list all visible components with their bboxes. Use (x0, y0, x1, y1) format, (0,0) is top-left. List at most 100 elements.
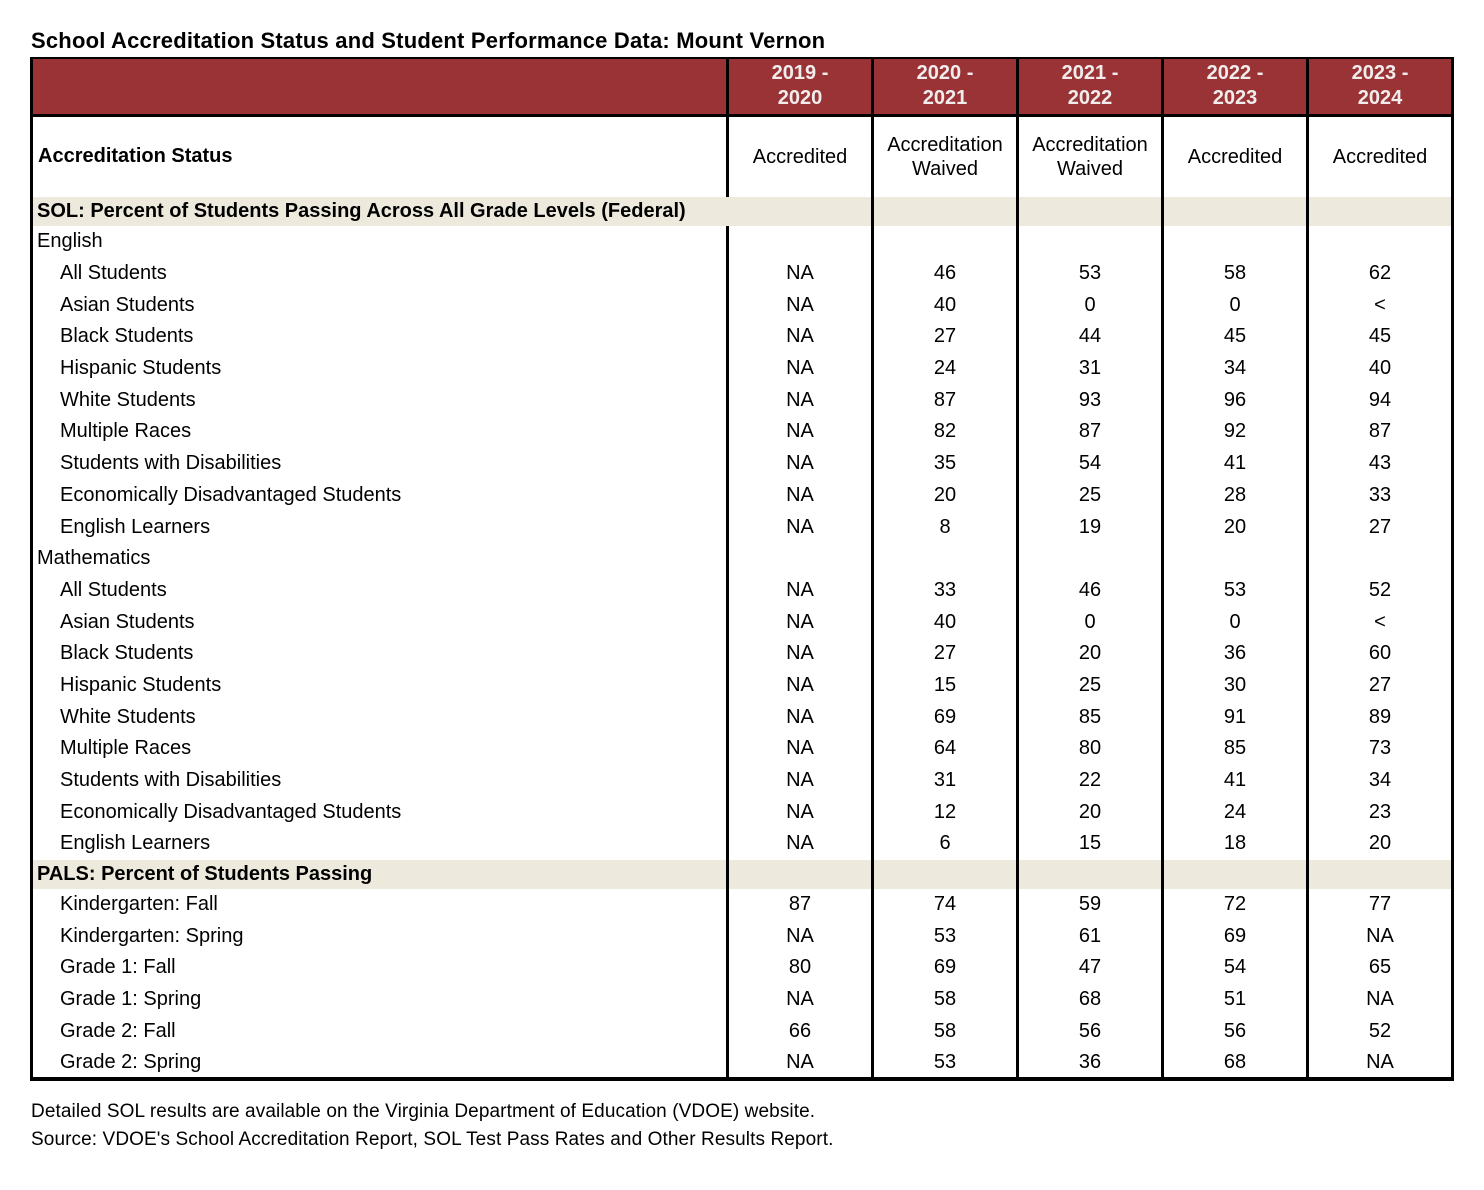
value-cell: 74 (871, 888, 1018, 921)
value-cell: 56 (1016, 1015, 1163, 1048)
value-cell (871, 226, 1018, 258)
value-cell: 19 (1016, 511, 1163, 543)
table-row: Grade 2: Fall 66 58 56 56 52 (32, 1015, 1453, 1048)
value-cell: < (1306, 606, 1453, 638)
value-cell: 69 (871, 701, 1018, 733)
value-cell: NA (726, 289, 873, 322)
value-cell: 15 (871, 669, 1018, 702)
table-row: Economically Disadvantaged Students NA 12 2… (32, 796, 1453, 829)
table-row: English (32, 226, 1453, 258)
value-cell: 31 (1016, 352, 1163, 385)
value-cell (1306, 226, 1453, 258)
value-cell: 53 (1016, 257, 1163, 290)
accreditation-status-value: Accredited (726, 115, 873, 197)
value-cell: NA (726, 479, 873, 512)
row-label: Students with Disabilities (60, 769, 282, 792)
year-header-row: 2019 -2020 2020 -2021 2021 -2022 2022 -2023… (31, 58, 1453, 117)
value-cell: 87 (1306, 416, 1453, 448)
value-cell: 20 (1161, 511, 1308, 543)
value-cell: 35 (871, 447, 1018, 480)
value-cell: 0 (1016, 606, 1163, 638)
value-cell: 34 (1306, 764, 1453, 797)
value-cell: 31 (871, 764, 1018, 797)
value-cell: 82 (871, 416, 1018, 448)
value-cell: 64 (871, 733, 1018, 765)
row-label: Black Students (60, 325, 194, 348)
table-row: Black Students NA 27 44 45 45 (32, 321, 1453, 353)
table-row: White Students NA 69 85 91 89 (32, 701, 1453, 733)
value-cell (1161, 542, 1308, 575)
value-cell: 65 (1306, 952, 1453, 984)
value-cell: NA (726, 416, 873, 448)
value-cell: 36 (1016, 1047, 1163, 1079)
year-column-header: 2019 -2020 (726, 58, 873, 117)
value-cell: 85 (1161, 733, 1308, 765)
value-cell: 68 (1016, 983, 1163, 1016)
value-cell: 93 (1016, 384, 1163, 417)
value-cell: NA (726, 637, 873, 670)
value-cell: 15 (1016, 828, 1163, 860)
value-cell: 52 (1306, 574, 1453, 607)
value-cell: 87 (871, 384, 1018, 417)
value-cell: 0 (1161, 606, 1308, 638)
accreditation-status-value: Accredited (1161, 115, 1308, 197)
value-cell: 94 (1306, 384, 1453, 417)
value-cell: 45 (1161, 321, 1308, 353)
value-cell: NA (1306, 920, 1453, 953)
value-cell: 72 (1161, 888, 1308, 921)
value-cell: 51 (1161, 983, 1308, 1016)
value-cell: 73 (1306, 733, 1453, 765)
value-cell: 0 (1161, 289, 1308, 322)
row-label: Economically Disadvantaged Students (60, 483, 402, 506)
value-cell (1016, 542, 1163, 575)
row-label: Grade 2: Fall (60, 1019, 176, 1042)
year-header-spacer (31, 58, 728, 117)
row-label: Multiple Races (60, 420, 192, 443)
subject-group-label: English (37, 230, 103, 253)
table-row: Economically Disadvantaged Students NA 20 2… (32, 479, 1453, 512)
value-cell: NA (726, 796, 873, 829)
value-cell: 41 (1161, 447, 1308, 480)
page-title: School Accreditation Status and Student … (31, 28, 826, 53)
row-label: Economically Disadvantaged Students (60, 800, 402, 823)
footnote-sol-results: Detailed SOL results are available on th… (31, 1100, 816, 1122)
table-row: Grade 1: Fall 80 69 47 54 65 (32, 952, 1453, 984)
value-cell (1306, 542, 1453, 575)
value-cell: 34 (1161, 352, 1308, 385)
value-cell (871, 197, 1018, 226)
value-cell: 0 (1016, 289, 1163, 322)
value-cell: 66 (726, 1015, 873, 1048)
value-cell: 68 (1161, 1047, 1308, 1079)
value-cell (726, 859, 873, 889)
row-label: Kindergarten: Spring (60, 924, 244, 947)
value-cell: NA (726, 574, 873, 607)
year-header-line2: 2020 (777, 87, 823, 110)
value-cell: 22 (1016, 764, 1163, 797)
value-cell: NA (726, 669, 873, 702)
year-column-header: 2022 -2023 (1161, 58, 1308, 117)
value-cell: 87 (726, 888, 873, 921)
table-row: Kindergarten: Fall 87 74 59 72 77 (32, 888, 1453, 921)
value-cell (871, 542, 1018, 575)
value-cell: 59 (1016, 888, 1163, 921)
value-cell (1016, 197, 1163, 226)
table-row: Students with Disabilities NA 35 54 41 43 (32, 447, 1453, 480)
row-label: White Students (60, 388, 196, 411)
table-row: Hispanic Students NA 15 25 30 27 (32, 669, 1453, 702)
table-row: English Learners NA 8 19 20 27 (32, 511, 1453, 543)
value-cell: 12 (871, 796, 1018, 829)
value-cell: NA (726, 1047, 873, 1079)
value-cell: 58 (871, 1015, 1018, 1048)
value-cell (1016, 859, 1163, 889)
row-label: Asian Students (60, 293, 195, 316)
value-cell: NA (726, 321, 873, 353)
value-cell: 20 (1016, 796, 1163, 829)
value-cell: < (1306, 289, 1453, 322)
value-cell: 60 (1306, 637, 1453, 670)
row-label: Black Students (60, 642, 194, 665)
table-row: Grade 2: Spring NA 53 36 68 NA (32, 1047, 1453, 1079)
value-cell: 8 (871, 511, 1018, 543)
value-cell: 53 (871, 920, 1018, 953)
year-header-line2: 2024 (1357, 87, 1403, 110)
footnote-source: Source: VDOE's School Accreditation Repo… (31, 1128, 834, 1150)
